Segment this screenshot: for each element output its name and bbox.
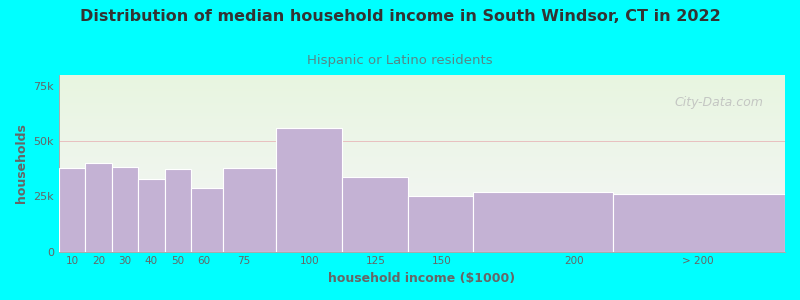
Bar [342, 176, 407, 252]
Text: Hispanic or Latino residents: Hispanic or Latino residents [307, 54, 493, 67]
X-axis label: household income ($1000): household income ($1000) [329, 272, 515, 285]
Bar [407, 196, 474, 252]
Y-axis label: households: households [15, 123, 28, 203]
Bar [474, 192, 614, 252]
Bar [191, 188, 222, 252]
Text: City-Data.com: City-Data.com [674, 96, 763, 109]
Bar [59, 168, 86, 252]
Bar [275, 128, 342, 252]
Text: Distribution of median household income in South Windsor, CT in 2022: Distribution of median household income … [80, 9, 720, 24]
Bar [86, 163, 112, 252]
Bar [112, 167, 138, 252]
Bar [614, 194, 785, 252]
Bar [165, 169, 191, 252]
Bar [138, 179, 165, 252]
Bar [222, 168, 275, 252]
